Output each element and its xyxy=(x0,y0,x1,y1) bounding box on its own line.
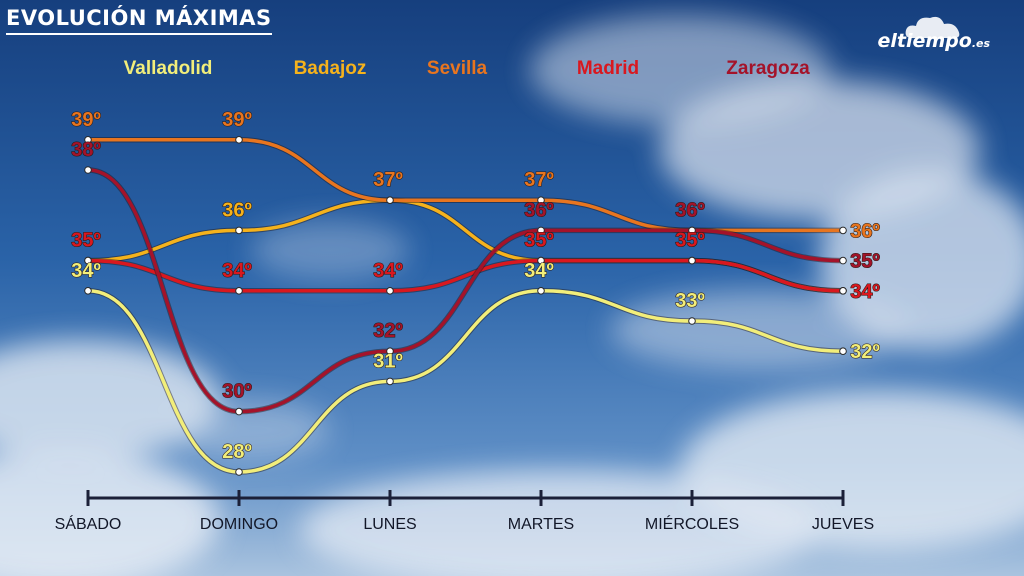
value-label-madrid: 35º xyxy=(524,230,554,252)
value-label-sevilla: 37º xyxy=(524,169,554,191)
value-label-sevilla: 37º xyxy=(373,169,403,191)
value-label-valladolid: 32º xyxy=(850,341,880,363)
series-line-zaragoza xyxy=(86,168,845,414)
value-label-zaragoza: 36º xyxy=(675,199,705,221)
value-label-sevilla: 36º xyxy=(850,220,880,242)
data-point-zaragoza xyxy=(839,256,847,265)
legend-item-madrid: Madrid xyxy=(577,58,639,79)
data-point-zaragoza xyxy=(386,347,394,356)
value-label-madrid: 35º xyxy=(71,230,101,252)
series-line-madrid xyxy=(86,258,845,293)
data-point-madrid xyxy=(537,256,545,265)
x-tick-label: LUNES xyxy=(363,516,416,533)
data-point-sevilla xyxy=(839,226,847,235)
value-label-zaragoza: 38º xyxy=(71,139,101,161)
data-point-madrid xyxy=(235,287,243,295)
value-label-zaragoza: 35º xyxy=(850,251,880,273)
data-point-valladolid xyxy=(688,317,696,325)
series-line-outline-sevilla xyxy=(85,137,846,234)
value-label-madrid: 34º xyxy=(850,281,880,303)
brand-logo: eltiempo.es xyxy=(877,30,990,52)
data-point-valladolid xyxy=(537,287,545,295)
legend-item-badajoz: Badajoz xyxy=(294,58,367,79)
x-tick-label: SÁBADO xyxy=(55,514,122,533)
value-label-sevilla: 39º xyxy=(71,109,101,131)
value-label-valladolid: 31º xyxy=(373,350,403,372)
value-label-sevilla: 39º xyxy=(222,109,252,131)
value-label-valladolid: 28º xyxy=(222,441,252,463)
value-label-valladolid: 34º xyxy=(71,260,101,282)
x-tick-label: MARTES xyxy=(508,516,574,533)
value-label-madrid: 34º xyxy=(373,260,403,282)
brand-suffix: .es xyxy=(971,37,990,50)
data-point-madrid xyxy=(84,256,92,265)
data-point-sevilla xyxy=(235,136,243,144)
data-point-sevilla xyxy=(84,136,92,144)
data-point-zaragoza xyxy=(688,226,696,235)
x-tick-label: MIÉRCOLES xyxy=(645,514,739,533)
data-point-zaragoza xyxy=(84,166,92,174)
data-point-sevilla xyxy=(386,196,394,204)
data-point-madrid xyxy=(688,256,696,265)
legend-item-sevilla: Sevilla xyxy=(427,58,488,79)
value-label-valladolid: 34º xyxy=(524,260,554,282)
data-point-madrid xyxy=(839,287,847,295)
value-label-madrid: 35º xyxy=(675,230,705,252)
value-label-zaragoza: 32º xyxy=(373,320,403,342)
value-label-zaragoza: 30º xyxy=(222,381,252,403)
data-point-badajoz xyxy=(235,226,243,235)
brand-name: eltiempo xyxy=(877,30,972,52)
data-point-madrid xyxy=(386,287,394,295)
data-point-sevilla xyxy=(537,196,545,204)
x-tick-label: DOMINGO xyxy=(200,516,278,533)
data-point-zaragoza xyxy=(537,226,545,235)
chart-title: EVOLUCIÓN MÁXIMAS xyxy=(6,6,272,35)
data-point-valladolid xyxy=(84,287,92,295)
value-label-valladolid: 33º xyxy=(675,290,705,312)
value-label-zaragoza: 36º xyxy=(524,199,554,221)
series-line-sevilla xyxy=(86,138,845,233)
data-point-valladolid xyxy=(839,347,847,356)
data-point-zaragoza xyxy=(235,407,243,416)
data-point-valladolid xyxy=(235,468,243,476)
x-tick-label: JUEVES xyxy=(812,516,874,533)
legend-item-valladolid: Valladolid xyxy=(124,58,213,79)
cloud-icon xyxy=(905,16,960,38)
legend-item-zaragoza: Zaragoza xyxy=(726,58,810,79)
data-point-valladolid xyxy=(386,377,394,386)
value-label-madrid: 34º xyxy=(222,260,252,282)
value-label-badajoz: 36º xyxy=(222,199,252,221)
